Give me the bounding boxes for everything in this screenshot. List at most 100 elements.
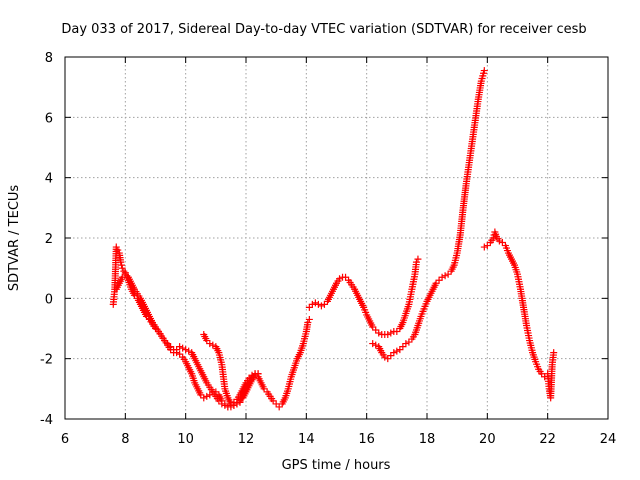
data-point bbox=[176, 343, 184, 351]
data-series-6 bbox=[480, 228, 558, 402]
data-point bbox=[372, 326, 380, 334]
chart-title: Day 033 of 2017, Sidereal Day-to-day VTE… bbox=[61, 22, 586, 37]
data-point bbox=[121, 270, 129, 278]
x-tick-label: 10 bbox=[177, 432, 194, 447]
data-point bbox=[390, 349, 398, 357]
plot-frame bbox=[64, 56, 609, 420]
data-point bbox=[233, 400, 241, 408]
data-point bbox=[314, 300, 322, 308]
data-point bbox=[538, 370, 546, 378]
x-tick-label: 6 bbox=[61, 432, 69, 447]
data-point bbox=[227, 400, 235, 408]
data-point bbox=[200, 394, 208, 402]
data-point bbox=[320, 300, 328, 308]
grid-lines bbox=[65, 57, 608, 419]
y-tick-label: 6 bbox=[45, 111, 53, 126]
data-point bbox=[167, 346, 175, 354]
data-point bbox=[393, 328, 401, 336]
data-point bbox=[304, 318, 312, 326]
data-point bbox=[432, 279, 440, 287]
data-point bbox=[369, 323, 377, 331]
data-point bbox=[203, 337, 211, 345]
data-point bbox=[203, 392, 211, 400]
data-point bbox=[114, 246, 122, 254]
data-point bbox=[480, 67, 488, 75]
data-point bbox=[369, 340, 377, 348]
data-point bbox=[414, 255, 422, 263]
y-tick-label: -2 bbox=[40, 353, 53, 368]
x-tick-labels: 6 8 10 12 14 16 18 20 22 24 bbox=[61, 432, 616, 447]
data-point bbox=[179, 344, 187, 352]
data-point bbox=[305, 303, 313, 311]
data-point bbox=[402, 340, 410, 348]
data-point bbox=[120, 267, 128, 275]
data-point bbox=[209, 341, 217, 349]
y-tick-label: 0 bbox=[45, 292, 53, 307]
data-point bbox=[221, 401, 229, 409]
data-point bbox=[260, 385, 268, 393]
data-point bbox=[387, 352, 395, 360]
data-point bbox=[498, 239, 506, 247]
data-point bbox=[118, 273, 126, 281]
data-point bbox=[197, 391, 205, 399]
data-point bbox=[308, 300, 316, 308]
data-point bbox=[218, 400, 226, 408]
data-point bbox=[185, 347, 193, 355]
data-point bbox=[248, 373, 256, 381]
data-series bbox=[109, 67, 558, 411]
data-series-4 bbox=[305, 255, 422, 339]
data-point bbox=[399, 343, 407, 351]
data-point bbox=[206, 340, 214, 348]
data-point bbox=[384, 355, 392, 363]
data-point bbox=[317, 302, 325, 310]
data-point bbox=[396, 346, 404, 354]
data-series-5 bbox=[369, 67, 488, 363]
data-point bbox=[381, 353, 389, 361]
data-point bbox=[393, 347, 401, 355]
data-point bbox=[251, 370, 259, 378]
data-series-1 bbox=[112, 270, 244, 411]
x-tick-label: 16 bbox=[358, 432, 375, 447]
data-point bbox=[405, 338, 413, 346]
x-tick-label: 18 bbox=[419, 432, 436, 447]
data-point bbox=[375, 329, 383, 337]
x-tick-label: 24 bbox=[600, 432, 617, 447]
data-point bbox=[495, 237, 503, 245]
data-point bbox=[230, 401, 238, 409]
data-point bbox=[550, 349, 558, 357]
data-point bbox=[206, 391, 214, 399]
data-point bbox=[384, 331, 392, 339]
data-point bbox=[480, 243, 488, 251]
data-point bbox=[489, 234, 497, 242]
data-point bbox=[438, 273, 446, 281]
data-point bbox=[215, 397, 223, 405]
data-point bbox=[130, 291, 138, 299]
data-point bbox=[275, 403, 283, 411]
data-point bbox=[412, 258, 420, 266]
data-point bbox=[173, 346, 181, 354]
data-point bbox=[170, 349, 178, 357]
y-tick-label: 4 bbox=[45, 172, 53, 187]
x-tick-label: 14 bbox=[298, 432, 315, 447]
data-point bbox=[176, 350, 184, 358]
data-point bbox=[118, 261, 126, 269]
y-tick-label: 2 bbox=[45, 232, 53, 247]
axis-ticks bbox=[64, 56, 609, 420]
data-point bbox=[435, 276, 443, 284]
y-tick-label: 8 bbox=[45, 51, 53, 66]
data-point bbox=[117, 258, 125, 266]
data-point bbox=[387, 329, 395, 337]
data-point bbox=[441, 272, 449, 280]
x-tick-label: 12 bbox=[238, 432, 255, 447]
data-point bbox=[372, 341, 380, 349]
data-point bbox=[272, 400, 280, 408]
x-axis-label: GPS time / hours bbox=[282, 458, 391, 473]
data-series-2 bbox=[200, 331, 262, 409]
y-tick-label: -4 bbox=[40, 413, 53, 428]
data-series-3 bbox=[236, 315, 313, 411]
data-point bbox=[311, 299, 319, 307]
x-tick-label: 22 bbox=[539, 432, 556, 447]
x-tick-label: 8 bbox=[121, 432, 129, 447]
data-point bbox=[444, 270, 452, 278]
